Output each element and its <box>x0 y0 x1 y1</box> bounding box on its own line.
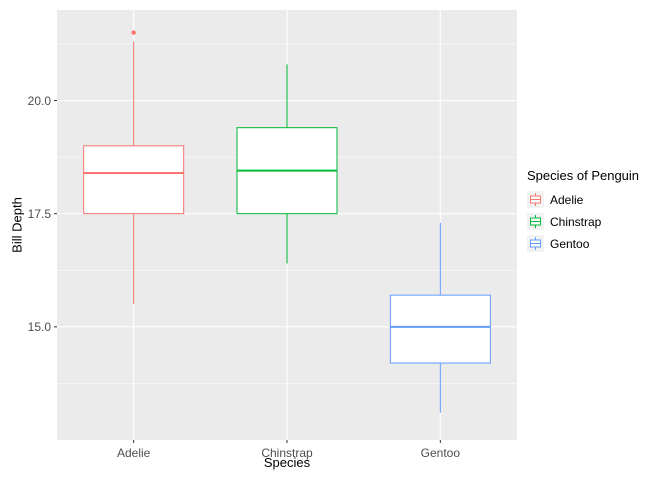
boxplot-key-icon <box>527 235 544 252</box>
legend-label: Adelie <box>550 192 584 207</box>
y-tick-label-17-5: 17.5 <box>27 206 51 221</box>
x-tick-label-adelie: Adelie <box>116 446 151 460</box>
legend: Species of Penguin Adelie Chinstrap Gent… <box>527 168 639 257</box>
boxplot-key-icon <box>527 191 544 208</box>
x-tick-label-gentoo: Gentoo <box>420 446 461 460</box>
legend-item-chinstrap: Chinstrap <box>527 213 639 230</box>
x-tick-label-chinstrap: Chinstrap <box>261 446 313 460</box>
y-axis-title: Bill Depth <box>9 197 25 253</box>
legend-title: Species of Penguin <box>527 168 640 183</box>
y-tick-label-20: 20.0 <box>27 93 51 108</box>
legend-label: Chinstrap <box>550 214 602 229</box>
x-axis-title: Species <box>263 455 311 470</box>
legend-label: Gentoo <box>550 236 590 251</box>
boxplot-key-icon <box>527 213 544 230</box>
legend-item-gentoo: Gentoo <box>527 235 639 252</box>
legend-item-adelie: Adelie <box>527 191 639 208</box>
y-tick-label-15: 15.0 <box>27 319 51 334</box>
